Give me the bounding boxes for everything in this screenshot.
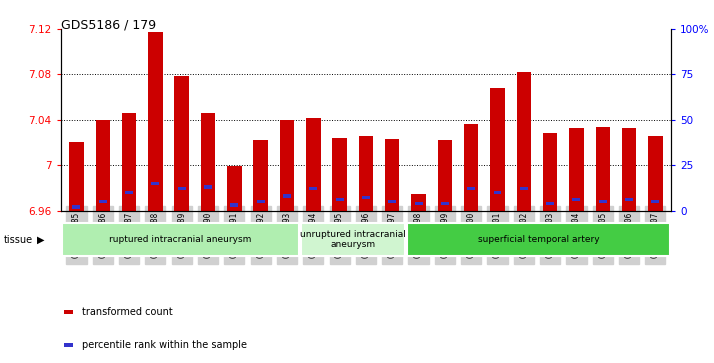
Bar [569, 128, 583, 211]
Bar [178, 187, 186, 191]
FancyBboxPatch shape [61, 223, 298, 256]
Bar [385, 139, 399, 211]
Bar [595, 127, 610, 211]
Bar [227, 166, 241, 211]
Bar [599, 200, 607, 203]
Text: tissue: tissue [4, 234, 33, 245]
Bar [467, 187, 475, 191]
Bar [651, 200, 659, 203]
Bar [96, 120, 110, 211]
Bar [388, 200, 396, 203]
Bar [573, 198, 580, 201]
Bar [516, 72, 531, 211]
Bar [415, 201, 423, 205]
Bar [438, 140, 452, 211]
FancyBboxPatch shape [407, 223, 670, 256]
Text: transformed count: transformed count [82, 307, 173, 317]
Bar [309, 187, 317, 191]
Text: percentile rank within the sample: percentile rank within the sample [82, 340, 247, 350]
Bar [648, 136, 663, 211]
Bar [625, 198, 633, 201]
Bar [336, 198, 343, 201]
Bar [125, 191, 133, 194]
Bar [306, 118, 321, 211]
Text: GDS5186 / 179: GDS5186 / 179 [61, 18, 156, 31]
Bar [253, 140, 268, 211]
Bar [491, 88, 505, 211]
Bar [520, 187, 528, 191]
Bar [464, 125, 478, 211]
Text: unruptured intracranial
aneurysm: unruptured intracranial aneurysm [300, 230, 406, 249]
Bar [283, 194, 291, 197]
FancyBboxPatch shape [301, 223, 405, 256]
Bar [411, 193, 426, 211]
Bar [69, 143, 84, 211]
Bar [151, 182, 159, 185]
Bar [280, 120, 294, 211]
Bar [358, 136, 373, 211]
Bar [441, 201, 449, 205]
Bar [546, 201, 554, 205]
Bar [99, 200, 107, 203]
Text: ruptured intracranial aneurysm: ruptured intracranial aneurysm [109, 235, 251, 244]
Bar [204, 185, 212, 188]
Bar [333, 138, 347, 211]
Bar [73, 205, 81, 209]
Text: ▶: ▶ [37, 234, 45, 245]
Bar [122, 113, 136, 211]
Bar [149, 32, 163, 211]
Bar [543, 134, 558, 211]
Bar [622, 128, 636, 211]
Bar [257, 200, 265, 203]
Text: superficial temporal artery: superficial temporal artery [478, 235, 599, 244]
Bar [231, 203, 238, 207]
Bar [362, 196, 370, 200]
Bar [493, 191, 501, 194]
Bar [201, 113, 216, 211]
Bar [174, 76, 189, 211]
